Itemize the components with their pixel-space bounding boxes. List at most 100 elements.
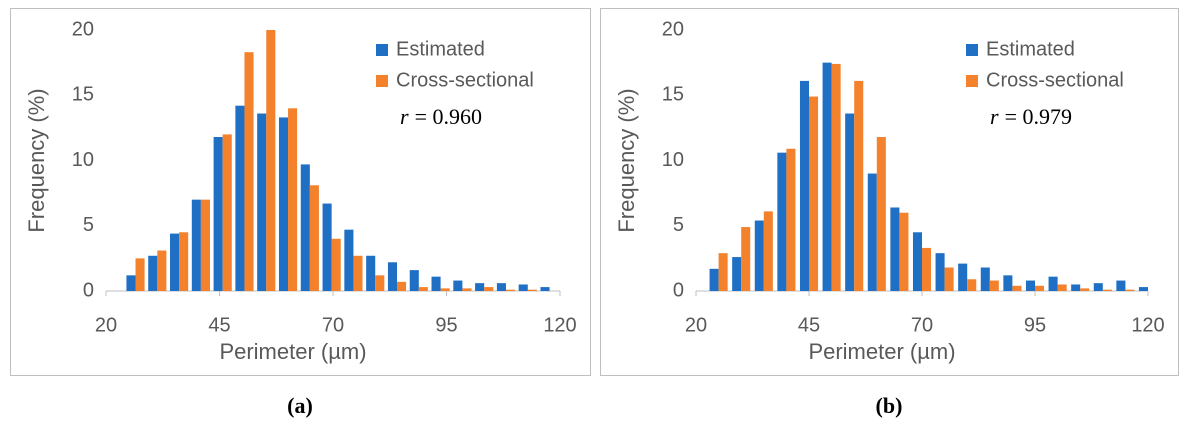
- y-tick-label: 20: [72, 18, 94, 40]
- bar: [157, 250, 167, 291]
- bar: [266, 30, 276, 291]
- bar: [1012, 285, 1022, 291]
- bar: [375, 275, 385, 291]
- bar: [944, 267, 954, 291]
- bar: [1080, 288, 1090, 291]
- legend-swatch: [376, 75, 388, 87]
- bar: [912, 232, 922, 291]
- y-tick-label: 0: [673, 279, 684, 301]
- bar: [1138, 287, 1148, 291]
- bar: [1057, 284, 1067, 291]
- bar: [809, 96, 819, 292]
- annotation-text: = 0.960: [415, 104, 482, 129]
- bar: [222, 134, 232, 291]
- bar: [257, 113, 267, 292]
- y-axis-title: Frequency (%): [614, 88, 639, 232]
- bar: [867, 173, 877, 291]
- bar: [777, 152, 787, 291]
- bar: [200, 199, 210, 291]
- bar: [1102, 289, 1112, 291]
- bar: [322, 203, 332, 291]
- annotation-symbol: r: [400, 104, 409, 129]
- legend-swatch: [966, 44, 978, 56]
- bar: [876, 137, 886, 291]
- bar: [397, 281, 407, 291]
- bar: [527, 289, 537, 291]
- bar: [518, 284, 528, 291]
- bar: [484, 287, 494, 291]
- y-tick-label: 10: [72, 149, 94, 171]
- x-tick-label: 45: [798, 314, 820, 336]
- bar: [922, 247, 932, 291]
- annotation-text: = 0.979: [1005, 104, 1072, 129]
- y-tick-label: 15: [72, 84, 94, 106]
- bar: [148, 255, 158, 291]
- panel-frame: [600, 8, 1179, 376]
- bar: [732, 257, 742, 291]
- bar: [741, 227, 751, 291]
- legend-label: Cross-sectional: [986, 69, 1124, 91]
- caption: (a): [287, 393, 313, 418]
- bar: [179, 232, 189, 291]
- annotation-symbol: r: [990, 104, 999, 129]
- bar: [1048, 276, 1058, 291]
- bar: [496, 283, 506, 291]
- bar: [170, 233, 180, 291]
- legend-label: Estimated: [396, 38, 485, 60]
- bar: [309, 185, 319, 291]
- bar: [453, 280, 463, 291]
- bar: [288, 108, 298, 291]
- bar: [235, 105, 245, 291]
- bar: [344, 229, 354, 291]
- y-tick-label: 0: [83, 279, 94, 301]
- bar: [244, 52, 254, 292]
- bar: [718, 253, 728, 291]
- bar: [387, 262, 398, 291]
- x-tick-label: 70: [322, 314, 344, 336]
- bar: [1025, 280, 1035, 291]
- x-tick-label: 120: [1131, 314, 1164, 336]
- bar: [440, 288, 450, 291]
- annotation: r = 0.960: [400, 104, 482, 129]
- bar: [980, 267, 990, 291]
- x-tick-label: 20: [95, 314, 117, 336]
- legend-label: Estimated: [986, 38, 1075, 60]
- bar: [126, 275, 136, 291]
- bar: [431, 276, 441, 291]
- x-axis-title: Perimeter (µm): [219, 339, 366, 364]
- caption: (b): [876, 393, 903, 418]
- legend-label: Cross-sectional: [396, 69, 534, 91]
- bar: [331, 238, 341, 291]
- bar: [1116, 280, 1126, 291]
- y-tick-label: 10: [662, 149, 684, 171]
- bar: [899, 212, 909, 291]
- bar: [754, 220, 764, 291]
- bar: [353, 255, 363, 291]
- bar: [418, 287, 428, 291]
- bar: [1035, 285, 1045, 291]
- bar: [854, 80, 864, 292]
- bar: [799, 80, 809, 292]
- bar: [366, 255, 376, 291]
- bar: [822, 62, 832, 291]
- bar: [191, 199, 201, 291]
- bar: [831, 63, 841, 292]
- annotation: r = 0.979: [990, 104, 1072, 129]
- bar: [763, 211, 773, 291]
- bar: [540, 287, 550, 291]
- bar: [278, 117, 289, 291]
- bar: [967, 279, 977, 291]
- bar: [890, 207, 900, 291]
- x-tick-label: 95: [435, 314, 457, 336]
- bar: [213, 137, 223, 291]
- x-tick-label: 20: [685, 314, 707, 336]
- bar: [958, 263, 968, 291]
- y-axis-title: Frequency (%): [24, 88, 49, 232]
- bar: [409, 270, 419, 291]
- x-tick-label: 70: [911, 314, 933, 336]
- y-tick-label: 5: [673, 214, 684, 236]
- panel-frame: [10, 8, 591, 376]
- legend-swatch: [376, 44, 388, 56]
